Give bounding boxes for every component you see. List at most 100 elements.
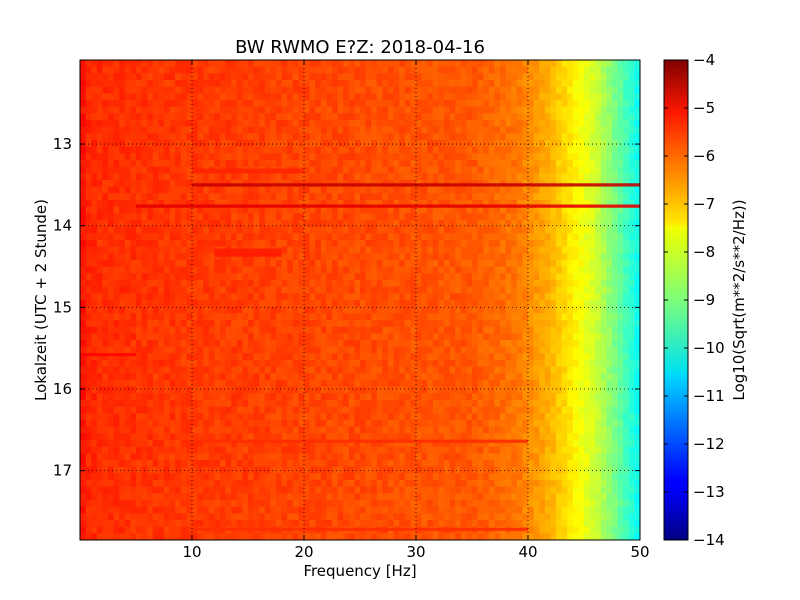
heatmap-cell	[376, 106, 383, 114]
heatmap-cell	[539, 220, 546, 228]
heatmap-cell	[147, 160, 154, 168]
heatmap-cell	[516, 173, 523, 181]
heatmap-cell	[248, 100, 255, 108]
heatmap-cell	[612, 100, 619, 108]
heatmap-cell	[595, 340, 602, 348]
heatmap-cell	[522, 320, 529, 328]
heatmap-cell	[416, 153, 423, 161]
heatmap-cell	[393, 160, 400, 168]
heatmap-cell	[332, 260, 339, 268]
heatmap-cell	[483, 126, 490, 134]
heatmap-cell	[612, 360, 619, 368]
heatmap-cell	[561, 353, 568, 361]
heatmap-cell	[382, 193, 389, 201]
heatmap-cell	[164, 260, 171, 268]
heatmap-cell	[96, 146, 103, 154]
heatmap-cell	[584, 106, 591, 114]
heatmap-cell	[460, 220, 467, 228]
heatmap-cell	[253, 260, 260, 268]
heatmap-cell	[393, 333, 400, 341]
heatmap-cell	[360, 293, 367, 301]
heatmap-cell	[388, 220, 395, 228]
heatmap-cell	[416, 186, 423, 194]
heatmap-cell	[348, 220, 355, 228]
heatmap-cell	[584, 86, 591, 94]
heatmap-cell	[494, 200, 501, 208]
heatmap-cell	[320, 66, 327, 74]
heatmap-cell	[404, 300, 411, 308]
heatmap-cell	[438, 153, 445, 161]
heatmap-cell	[214, 320, 221, 328]
heatmap-cell	[214, 293, 221, 301]
heatmap-cell	[505, 386, 512, 394]
heatmap-cell	[85, 246, 92, 254]
heatmap-cell	[488, 160, 495, 168]
heatmap-cell	[612, 106, 619, 114]
heatmap-cell	[208, 320, 215, 328]
heatmap-cell	[511, 353, 518, 361]
heatmap-cell	[550, 186, 557, 194]
heatmap-cell	[421, 126, 428, 134]
heatmap-cell	[399, 220, 406, 228]
heatmap-cell	[365, 233, 372, 241]
heatmap-cell	[136, 220, 143, 228]
heatmap-cell	[623, 140, 630, 148]
heatmap-cell	[158, 173, 165, 181]
heatmap-cell	[589, 253, 596, 261]
heatmap-cell	[404, 206, 411, 214]
heatmap-cell	[220, 146, 227, 154]
heatmap-cell	[539, 66, 546, 74]
heatmap-cell	[102, 333, 109, 341]
heatmap-cell	[259, 353, 266, 361]
heatmap-cell	[147, 306, 154, 314]
heatmap-cell	[628, 93, 635, 101]
heatmap-cell	[522, 233, 529, 241]
heatmap-cell	[281, 293, 288, 301]
heatmap-cell	[276, 206, 283, 214]
heatmap-cell	[96, 166, 103, 174]
heatmap-cell	[505, 320, 512, 328]
heatmap-cell	[388, 200, 395, 208]
heatmap-cell	[108, 153, 115, 161]
heatmap-cell	[477, 80, 484, 88]
heatmap-cell	[427, 106, 434, 114]
heatmap-cell	[544, 213, 551, 221]
heatmap-cell	[326, 266, 333, 274]
heatmap-cell	[124, 153, 131, 161]
heatmap-cell	[539, 113, 546, 121]
heatmap-cell	[264, 213, 271, 221]
heatmap-cell	[130, 326, 137, 334]
heatmap-cell	[242, 266, 249, 274]
heatmap-cell	[192, 333, 199, 341]
heatmap-cell	[343, 340, 350, 348]
heatmap-cell	[477, 373, 484, 381]
heatmap-cell	[136, 326, 143, 334]
heatmap-cell	[175, 180, 182, 188]
heatmap-cell	[203, 340, 210, 348]
heatmap-cell	[522, 280, 529, 288]
heatmap-cell	[500, 366, 507, 374]
heatmap-cell	[617, 106, 624, 114]
heatmap-cell	[623, 60, 630, 68]
heatmap-cell	[354, 186, 361, 194]
heatmap-cell	[292, 293, 299, 301]
heatmap-cell	[488, 140, 495, 148]
heatmap-cell	[225, 126, 232, 134]
heatmap-cell	[332, 113, 339, 121]
heatmap-cell	[264, 280, 271, 288]
heatmap-cell	[399, 186, 406, 194]
heatmap-cell	[175, 113, 182, 121]
heatmap-cell	[304, 133, 311, 141]
heatmap-cell	[449, 293, 456, 301]
heatmap-cell	[276, 100, 283, 108]
heatmap-cell	[225, 193, 232, 201]
heatmap-cell	[208, 293, 215, 301]
heatmap-cell	[533, 113, 540, 121]
heatmap-cell	[320, 353, 327, 361]
heatmap-cell	[298, 306, 305, 314]
heatmap-cell	[225, 93, 232, 101]
heatmap-cell	[203, 80, 210, 88]
heatmap-cell	[141, 320, 148, 328]
heatmap-cell	[528, 260, 535, 268]
heatmap-cell	[556, 166, 563, 174]
